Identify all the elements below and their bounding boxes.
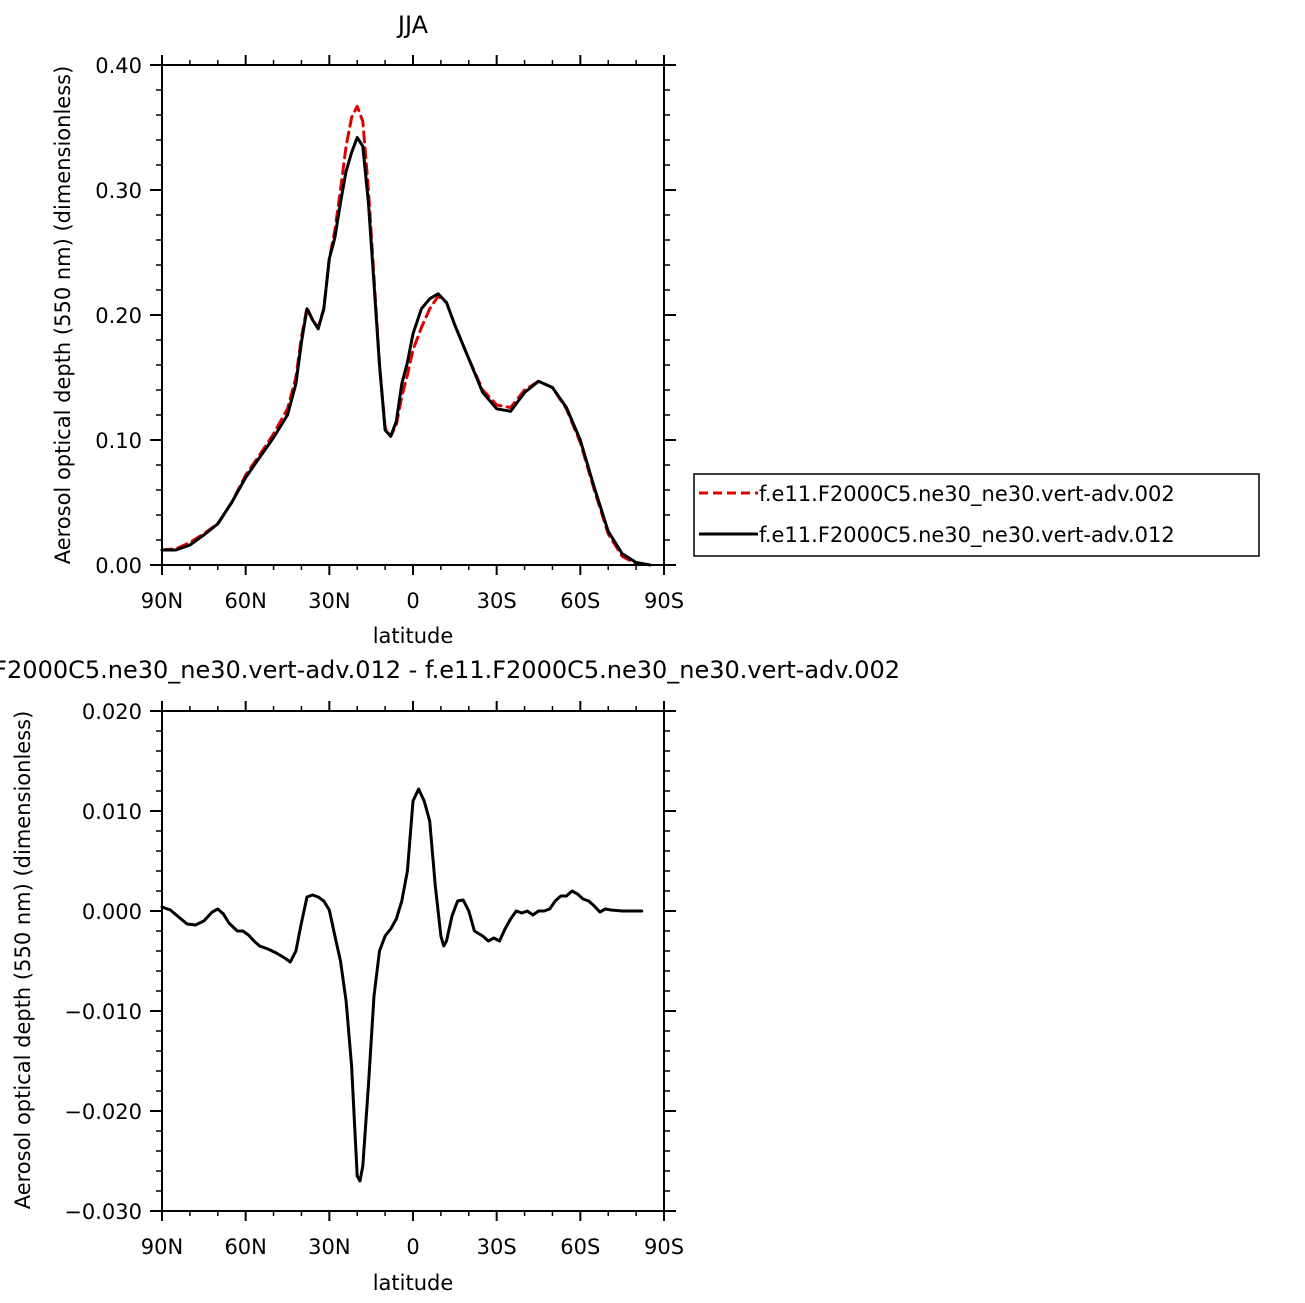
plot-frame-bottom — [161, 710, 665, 1212]
y-tick-label: 0.000 — [82, 900, 142, 924]
x-tick-label: 90S — [644, 1235, 684, 1259]
series-line-top-1 — [160, 136, 652, 567]
x-tick-label: 0 — [406, 1235, 419, 1259]
y-tick-label: −0.030 — [64, 1200, 142, 1224]
legend-label-012: f.e11.F2000C5.ne30_ne30.vert-adv.012 — [759, 523, 1175, 548]
plot-frame-top — [161, 64, 665, 566]
x-axis-label-bottom: latitude — [373, 1271, 454, 1295]
y-tick-label: 0.30 — [95, 179, 142, 203]
legend-box — [693, 473, 1260, 557]
y-tick-label: 0.10 — [95, 429, 142, 453]
x-tick-label: 60N — [224, 1235, 266, 1259]
x-tick-label: 30S — [477, 589, 517, 613]
plot-lines-top — [160, 104, 652, 567]
x-tick-label: 60S — [560, 1235, 600, 1259]
x-tick-label: 60S — [560, 589, 600, 613]
plot-lines-bottom — [160, 787, 644, 1183]
y-axis-label-top: Aerosol optical depth (550 nm) (dimensio… — [51, 66, 75, 565]
x-tick-label: 90N — [141, 1235, 183, 1259]
y-tick-label: −0.020 — [64, 1100, 142, 1124]
y-tick-label: 0.00 — [95, 554, 142, 578]
y-tick-label: 0.40 — [95, 54, 142, 78]
x-tick-label: 30N — [308, 1235, 350, 1259]
x-tick-label: 90N — [141, 589, 183, 613]
axis-ticks-bottom: 90N 60N 30N 0 30S 60S 90S −0.030 −0.020 −0.010 0.0… — [64, 700, 684, 1259]
x-tick-label: 60N — [224, 589, 266, 613]
x-tick-label: 0 — [406, 589, 419, 613]
y-tick-label: 0.020 — [82, 700, 142, 724]
x-tick-label: 90S — [644, 589, 684, 613]
legend-label-002: f.e11.F2000C5.ne30_ne30.vert-adv.002 — [759, 482, 1175, 507]
x-axis-label-top: latitude — [373, 624, 454, 648]
chart-title-top: JJA — [396, 11, 429, 39]
axis-ticks-top: 90N 60N 30N 0 30S 60S 90S 0.00 0.10 0.20 0.30 0.40 — [95, 54, 684, 613]
series-line-bottom-0 — [160, 787, 644, 1183]
y-tick-label: −0.010 — [64, 1000, 142, 1024]
chart-title-bottom: f.e11.F2000C5.ne30_ne30.vert-adv.012 - f… — [0, 656, 900, 684]
x-tick-label: 30N — [308, 589, 350, 613]
legend: f.e11.F2000C5.ne30_ne30.vert-adv.002 f.e… — [693, 473, 1260, 557]
y-axis-label-bottom: Aerosol optical depth (550 nm) (dimensio… — [11, 711, 35, 1210]
x-tick-label: 30S — [477, 1235, 517, 1259]
y-tick-label: 0.010 — [82, 800, 142, 824]
y-tick-label: 0.20 — [95, 304, 142, 328]
